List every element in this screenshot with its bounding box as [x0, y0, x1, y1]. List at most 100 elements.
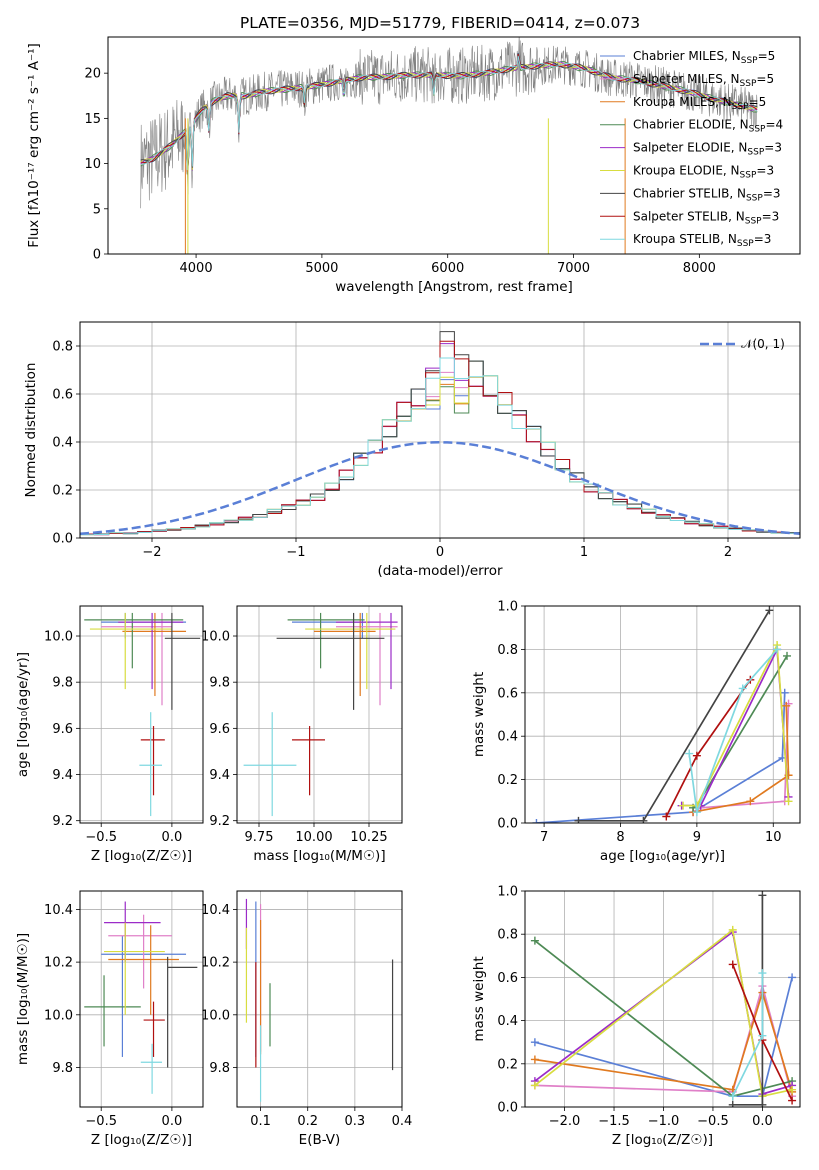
spectrum-model-line	[140, 58, 758, 170]
y-tick-label: 10.0	[201, 1008, 230, 1023]
panel-mass_vs_Z: −0.5 0.0 9.8 10.0 10.2 10.4 Z [log₁₀(Z/Z☉)] mas…	[15, 890, 204, 1148]
y-tick-label: 9.2	[52, 814, 73, 829]
plot-area-spectrum	[140, 37, 758, 254]
axes-frame	[79, 321, 801, 539]
y-tick-label: 0.6	[497, 686, 518, 701]
x-tick-label: 7000	[557, 261, 590, 276]
y-tick-label: 9.6	[52, 722, 73, 737]
y-axis-label: age [log₁₀(age/yr)]	[15, 652, 31, 777]
x-tick-label: 9	[693, 830, 701, 845]
y-tick-label: 0.8	[52, 340, 73, 355]
y-tick-label: 10	[84, 157, 101, 172]
weight-marker	[530, 936, 539, 945]
y-tick-label: 5	[93, 202, 101, 217]
x-tick-label: 0.0	[752, 1114, 773, 1129]
legend-entry: Chabrier STELIB, NSSP=3	[633, 186, 781, 203]
x-tick-label: 10	[765, 830, 782, 845]
weight-marker	[728, 1092, 737, 1101]
legend-entry: Chabrier MILES, NSSP=5	[633, 49, 775, 66]
plot-area-residuals	[80, 331, 800, 536]
axes-frame	[79, 605, 204, 824]
spectrum-model-line	[140, 53, 758, 175]
y-axis-label: mass weight	[471, 672, 487, 757]
x-tick-label: 0.1	[250, 1114, 271, 1129]
y-tick-label: 0.0	[497, 817, 518, 832]
weight-marker	[788, 973, 797, 982]
y-tick-label: 10.4	[44, 903, 73, 918]
legend-entry: Kroupa ELODIE, NSSP=3	[633, 164, 774, 181]
x-tick-label: 0.4	[392, 1114, 413, 1129]
weight-line	[692, 703, 790, 813]
axes-frame	[79, 890, 204, 1108]
histogram-step	[80, 357, 800, 536]
weight-marker	[574, 816, 583, 823]
x-tick-label: 4000	[180, 261, 213, 276]
y-tick-label: 10.4	[201, 903, 230, 918]
weight-marker	[530, 1081, 539, 1090]
figure-title: PLATE=0356, MJD=51779, FIBERID=0414, z=0…	[240, 14, 640, 32]
panel-mass_vs_ebv: 0.1 0.2 0.3 0.4 9.8 10.0 10.2 10.4 E(B-V)	[201, 890, 413, 1148]
y-tick-label: 10.0	[44, 630, 73, 645]
legend-entry: Salpeter ELODIE, NSSP=3	[633, 141, 782, 158]
y-tick-label: 15	[84, 112, 101, 127]
y-tick-label: 10.0	[44, 1008, 73, 1023]
y-tick-label: 0.2	[497, 773, 518, 788]
y-tick-label: 0.4	[497, 730, 518, 745]
x-tick-label: 7	[540, 830, 548, 845]
x-tick-label: 6000	[431, 261, 464, 276]
weight-marker	[780, 688, 789, 697]
y-tick-label: 10.2	[44, 956, 73, 971]
legend-entry: Chabrier ELODIE, NSSP=4	[633, 118, 783, 135]
weight-marker	[784, 797, 793, 806]
axes-frame	[236, 605, 403, 824]
axes-frame	[524, 605, 801, 824]
x-tick-label: −1	[286, 545, 305, 560]
y-axis-label: mass [log₁₀(M/M☉)]	[15, 933, 31, 1065]
y-tick-label: 0.8	[497, 643, 518, 658]
x-axis-label: Z [log₁₀(Z/Z☉)]	[91, 848, 192, 864]
weight-line	[578, 609, 771, 822]
x-axis-label: age [log₁₀(age/yr)]	[600, 848, 725, 864]
y-tick-label: 0.2	[52, 484, 73, 499]
panel-age_vs_mass: 9.75 10.00 10.25 9.2 9.4 9.6 9.8 10.0 mass [log₁…	[201, 605, 403, 864]
y-tick-label: 9.8	[209, 676, 230, 691]
y-tick-label: 0.0	[497, 1101, 518, 1116]
x-tick-label: 5000	[305, 261, 338, 276]
x-tick-label: −0.5	[697, 1114, 729, 1129]
x-tick-label: 10.00	[295, 830, 332, 845]
legend-entry: Kroupa MILES, NSSP=5	[633, 95, 766, 112]
x-axis-label: Z [log₁₀(Z/Z☉)]	[91, 1132, 192, 1148]
plot-area-weight_vs_Z	[530, 891, 797, 1107]
weight-marker	[530, 1055, 539, 1064]
plot-area-age_vs_Z	[84, 612, 201, 817]
weight-marker	[788, 1085, 797, 1094]
plot-area-age_vs_mass	[243, 612, 398, 817]
y-axis-label: Flux [fλ10⁻¹⁷ erg cm⁻² s⁻¹ A⁻¹]	[26, 43, 42, 248]
weight-marker	[692, 751, 701, 760]
x-tick-label: 8	[616, 830, 624, 845]
weight-marker	[728, 925, 737, 934]
histogram-step	[80, 340, 800, 536]
axes-frame	[107, 36, 801, 255]
legend-entry: Salpeter STELIB, NSSP=3	[633, 209, 779, 226]
weight-marker	[758, 1031, 767, 1040]
x-tick-label: 1	[580, 545, 588, 560]
weight-line	[692, 705, 790, 813]
x-tick-label: 0.0	[162, 1114, 183, 1129]
y-tick-label: 1.0	[497, 885, 518, 900]
x-axis-label: Z [log₁₀(Z/Z☉)]	[612, 1132, 713, 1148]
weight-marker	[679, 801, 688, 810]
x-axis-label: wavelength [Angstrom, rest frame]	[335, 279, 573, 295]
panel-residuals: −2 −1 0 1 2 0.0 0.2 0.4 0.6 0.8 (data-model)/error…	[23, 321, 801, 579]
y-tick-label: 0.0	[52, 532, 73, 547]
x-tick-label: 0.2	[297, 1114, 318, 1129]
y-tick-label: 10.2	[201, 956, 230, 971]
weight-marker	[662, 812, 671, 821]
weight-marker	[639, 816, 648, 823]
x-tick-label: −2	[142, 545, 161, 560]
x-tick-label: 9.75	[245, 830, 274, 845]
y-tick-label: 9.6	[209, 722, 230, 737]
spectrum-model-line	[140, 55, 758, 171]
y-tick-label: 9.4	[52, 768, 73, 783]
